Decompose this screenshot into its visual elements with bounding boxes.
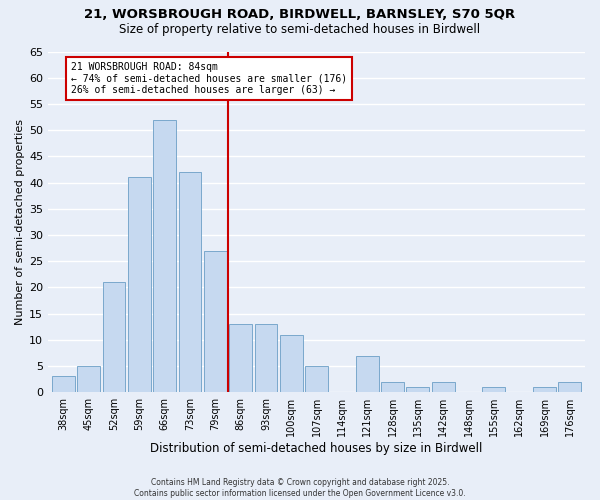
Bar (406, 387, 429, 392)
Bar (559, 382, 581, 392)
Bar (128, 178, 151, 392)
Bar (305, 366, 328, 392)
Bar (533, 387, 556, 392)
Bar (432, 382, 455, 392)
Y-axis label: Number of semi-detached properties: Number of semi-detached properties (15, 119, 25, 325)
X-axis label: Distribution of semi-detached houses by size in Birdwell: Distribution of semi-detached houses by … (151, 442, 483, 455)
Bar (356, 356, 379, 392)
Bar (229, 324, 252, 392)
Bar (77, 366, 100, 392)
Bar (280, 334, 302, 392)
Bar (482, 387, 505, 392)
Bar (179, 172, 202, 392)
Bar (153, 120, 176, 392)
Bar (381, 382, 404, 392)
Bar (103, 282, 125, 392)
Text: Size of property relative to semi-detached houses in Birdwell: Size of property relative to semi-detach… (119, 22, 481, 36)
Bar (52, 376, 75, 392)
Bar (254, 324, 277, 392)
Text: 21 WORSBROUGH ROAD: 84sqm
← 74% of semi-detached houses are smaller (176)
26% of: 21 WORSBROUGH ROAD: 84sqm ← 74% of semi-… (71, 62, 347, 95)
Bar (204, 250, 227, 392)
Text: Contains HM Land Registry data © Crown copyright and database right 2025.
Contai: Contains HM Land Registry data © Crown c… (134, 478, 466, 498)
Text: 21, WORSBROUGH ROAD, BIRDWELL, BARNSLEY, S70 5QR: 21, WORSBROUGH ROAD, BIRDWELL, BARNSLEY,… (85, 8, 515, 20)
